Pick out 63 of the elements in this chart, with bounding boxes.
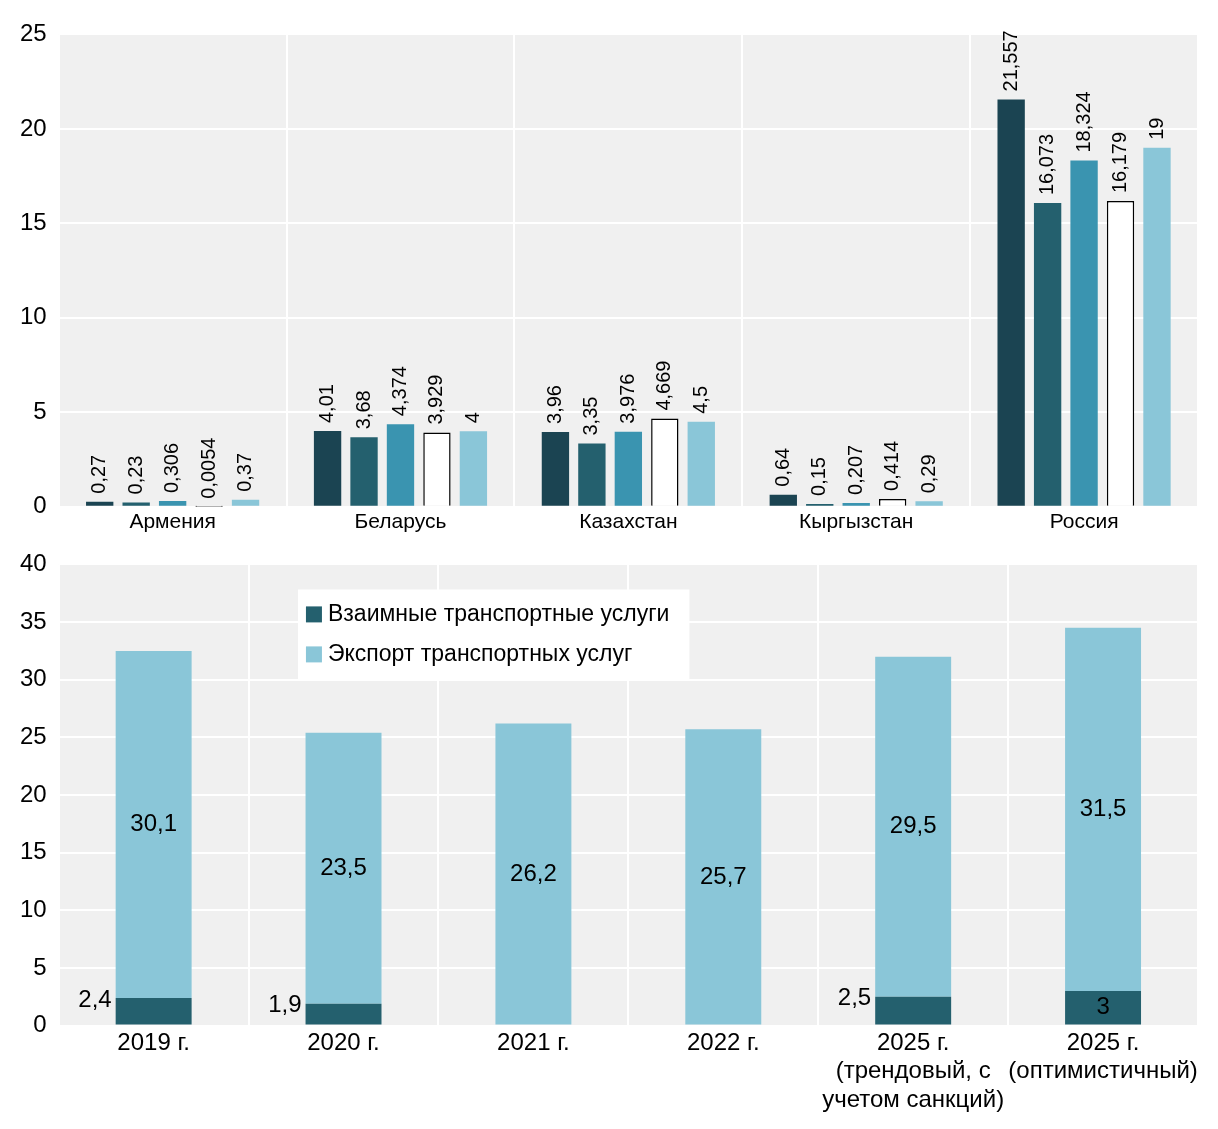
data-label: 19: [1144, 117, 1167, 140]
y-tick-label: 5: [33, 396, 47, 424]
legend-label: Взаимные транспортные услуги: [327, 599, 670, 626]
x-tick-label: Казахстан: [579, 509, 678, 533]
y-tick-label: 40: [19, 549, 47, 577]
x-tick-label: Беларусь: [354, 509, 447, 533]
data-label: 31,5: [1079, 794, 1127, 822]
y-tick-label: 35: [19, 606, 47, 634]
data-label: 0,27: [87, 454, 110, 494]
x-tick-label: 2022 г.: [687, 1027, 760, 1055]
y-tick-label: 0: [33, 491, 47, 519]
y-tick-label: 10: [19, 894, 47, 922]
data-label: 16,179: [1108, 131, 1131, 194]
data-label: 0,15: [807, 457, 830, 496]
data-label: 4,669: [652, 360, 675, 411]
data-label: 2,4: [78, 984, 112, 1012]
data-label: 0,306: [160, 442, 183, 494]
y-tick-label: 5: [33, 952, 47, 980]
data-label: 2,5: [837, 983, 872, 1011]
data-label: 3,68: [351, 390, 374, 430]
y-tick-label: 20: [19, 779, 47, 807]
data-label: 25,7: [699, 861, 747, 889]
x-tick-label: Кыргызстан: [799, 509, 914, 533]
data-label: 4: [460, 412, 483, 424]
y-tick-label: 25: [19, 19, 47, 47]
data-label: 29,5: [889, 811, 937, 839]
y-tick-label: 25: [19, 721, 47, 749]
data-label: 0,29: [916, 454, 939, 494]
data-label: 3,96: [542, 385, 565, 424]
x-tick-label: Армения: [129, 509, 216, 533]
y-tick-label: 20: [19, 113, 47, 141]
data-label: 3,929: [424, 374, 447, 425]
data-label: 4,01: [315, 384, 338, 424]
data-label: 26,2: [510, 858, 557, 886]
data-label: 0,64: [770, 447, 793, 487]
y-tick-label: 30: [19, 664, 47, 692]
y-tick-label: 15: [19, 837, 47, 865]
x-tick-label: 2025 г. (оптимистичный): [1008, 1027, 1198, 1084]
data-label: 0,414: [880, 440, 903, 491]
data-label: 0,207: [843, 444, 866, 495]
data-label: 16,073: [1035, 133, 1058, 196]
y-tick-label: 15: [19, 207, 47, 235]
y-tick-label: 10: [19, 302, 47, 330]
data-label: 4,374: [388, 366, 410, 417]
data-label: 1,9: [268, 990, 302, 1018]
data-label: 21,557: [998, 30, 1021, 92]
data-label: 0,37: [233, 452, 256, 492]
data-label: 0,0054: [196, 437, 219, 499]
data-label: 0,23: [123, 455, 146, 495]
x-tick-label: 2020 г.: [307, 1027, 380, 1055]
data-label: 3: [1096, 992, 1110, 1020]
x-tick-label: 2021 г.: [497, 1027, 570, 1055]
y-tick-label: 0: [33, 1010, 47, 1038]
x-tick-label: Россия: [1049, 509, 1119, 533]
data-label: 30,1: [130, 809, 177, 837]
data-label: 23,5: [320, 852, 367, 880]
data-label: 3,35: [579, 396, 602, 436]
data-label: 3,976: [615, 373, 638, 424]
data-label: 18,324: [1071, 91, 1094, 153]
data-label: 4,5: [688, 385, 711, 414]
legend-label: Экспорт транспортных услуг: [327, 639, 633, 666]
x-tick-label: 2025 г. (трендовый, с учетом санкций): [822, 1027, 1005, 1113]
x-tick-label: 2019 г.: [117, 1027, 190, 1055]
